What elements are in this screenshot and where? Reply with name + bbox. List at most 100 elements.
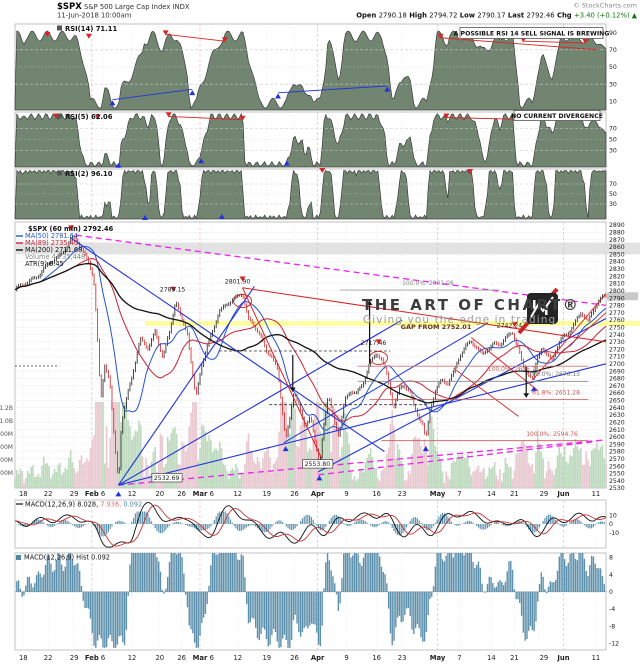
price-axis-label: 2610 bbox=[609, 427, 625, 434]
volume-axis-label: 400M bbox=[0, 457, 13, 464]
volume-bar bbox=[125, 402, 128, 488]
macd1-hist-bar bbox=[70, 523, 72, 524]
macd1-hist-bar bbox=[485, 524, 487, 530]
macd2-hist-bar bbox=[50, 563, 52, 592]
volume-bar bbox=[253, 461, 255, 488]
watermark-subtitle: Giving you the edge in trading bbox=[363, 314, 556, 326]
volume-bar bbox=[294, 408, 297, 488]
volume-bar bbox=[91, 439, 94, 488]
rsi2-axis-label: 50 bbox=[609, 191, 617, 198]
macd2-hist-bar bbox=[102, 591, 104, 648]
macd2-hist-bar bbox=[138, 553, 140, 592]
date-tick-label: 22 bbox=[44, 654, 53, 662]
volume-bar bbox=[307, 451, 309, 488]
macd1-hist-bar bbox=[55, 524, 57, 525]
volume-bar bbox=[102, 402, 104, 488]
macd1-hist-bar bbox=[364, 521, 366, 524]
macd2-hist-bar bbox=[23, 591, 25, 596]
volume-axis-label: 600M bbox=[0, 444, 13, 451]
ma-line-MA(200) bbox=[14, 263, 607, 404]
volume-bar bbox=[547, 461, 550, 488]
macd1-hist-bar bbox=[140, 511, 142, 524]
macd2-hist-bar bbox=[260, 591, 262, 634]
macd2-hist-bar bbox=[43, 574, 45, 592]
volume-bar bbox=[448, 479, 451, 488]
rsi5-annotation-text: NO CURRENT DIVERGENCE bbox=[511, 113, 603, 120]
macd1-hist-bar bbox=[371, 524, 374, 527]
macd2-hist-bar bbox=[226, 553, 228, 592]
macd1-hist-bar bbox=[400, 524, 402, 535]
date-tick-label: 6 bbox=[210, 654, 214, 662]
price-axis-label: 2600 bbox=[609, 434, 625, 441]
macd1-hist-bar bbox=[34, 520, 36, 524]
volume-bar bbox=[260, 468, 262, 488]
macd1-hist-bar bbox=[59, 521, 61, 524]
volume-bar bbox=[438, 456, 440, 488]
volume-bar bbox=[572, 448, 575, 488]
macd1-hist-bar bbox=[75, 524, 77, 528]
macd2-hist-bar bbox=[219, 553, 221, 592]
macd2-hist-bar bbox=[55, 559, 58, 592]
macd2-hist-bar bbox=[299, 591, 302, 637]
price-axis-label: 2640 bbox=[609, 405, 625, 412]
macd2-hist-bar bbox=[414, 591, 417, 629]
macd1-hist-bar bbox=[468, 520, 471, 524]
volume-bar bbox=[66, 469, 68, 488]
volume-bar bbox=[143, 476, 146, 488]
volume-bar bbox=[147, 464, 149, 488]
macd1-hist-bar bbox=[46, 524, 48, 526]
date-tick-label: 18 bbox=[19, 654, 28, 662]
macd1-hist-bar bbox=[238, 524, 241, 531]
volume-bar bbox=[414, 436, 417, 488]
macd2-hist-bar bbox=[59, 554, 61, 592]
macd2-hist-bar bbox=[375, 553, 377, 592]
macd2-hist-bar bbox=[352, 555, 354, 592]
price-axis-label: 2700 bbox=[609, 361, 625, 368]
volume-bar bbox=[556, 455, 559, 488]
macd2-hist-bar bbox=[328, 560, 331, 592]
macd2-hist-bar bbox=[434, 566, 437, 592]
macd1-hist-bar bbox=[197, 524, 199, 531]
macd2-hist-bar bbox=[292, 591, 295, 620]
macd1-hist-bar bbox=[564, 524, 566, 527]
macd2-hist-bar bbox=[123, 591, 126, 646]
macd1-hist-bar bbox=[361, 519, 363, 524]
macd2-hist-bar bbox=[276, 591, 278, 642]
volume-bar bbox=[355, 480, 358, 488]
date-tick-label: 21 bbox=[510, 490, 519, 498]
macd1-hist-bar bbox=[422, 524, 424, 526]
macd1-hist-bar bbox=[445, 514, 447, 524]
volume-bar bbox=[529, 466, 532, 488]
price-axis-label: 2830 bbox=[609, 266, 625, 273]
date-tick-label: Mar bbox=[193, 654, 208, 662]
macd1-hist-bar bbox=[362, 520, 365, 524]
macd1-hist-bar bbox=[382, 521, 384, 524]
macd1-hist-bar bbox=[375, 524, 377, 528]
macd2-hist-bar bbox=[246, 591, 248, 605]
macd1-hist-bar bbox=[379, 524, 381, 525]
volume-bar bbox=[48, 466, 50, 488]
macd2-hist-bar bbox=[443, 561, 446, 592]
macd1-hist-bar bbox=[594, 524, 596, 526]
watermark: THE ART OF CHART® Giving you the edge in… bbox=[362, 287, 578, 335]
volume-bar bbox=[481, 470, 483, 488]
macd2-hist-bar bbox=[163, 591, 165, 594]
macd1-hist-bar bbox=[159, 524, 162, 534]
macd2-hist-bar bbox=[560, 553, 562, 592]
volume-bar bbox=[204, 431, 207, 488]
macd2-hist-bar bbox=[80, 585, 83, 592]
date-tick-label: 19 bbox=[262, 490, 271, 498]
macd1-hist-bar bbox=[547, 514, 550, 524]
date-tick-label: Jun bbox=[556, 654, 569, 662]
macd1-hist-bar bbox=[574, 518, 577, 524]
date-tick-label: 20 bbox=[155, 490, 164, 498]
macd1-hist-bar bbox=[210, 524, 212, 527]
macd1-hist-bar bbox=[357, 520, 359, 524]
macd2-hist-bar bbox=[220, 553, 223, 592]
macd2-hist-bar bbox=[84, 591, 86, 608]
macd1-hist-bar bbox=[255, 524, 257, 527]
volume-bar bbox=[215, 448, 217, 488]
volume-bar bbox=[563, 445, 566, 488]
rsi5-sell-marker bbox=[94, 114, 101, 120]
volume-bar bbox=[527, 463, 530, 488]
